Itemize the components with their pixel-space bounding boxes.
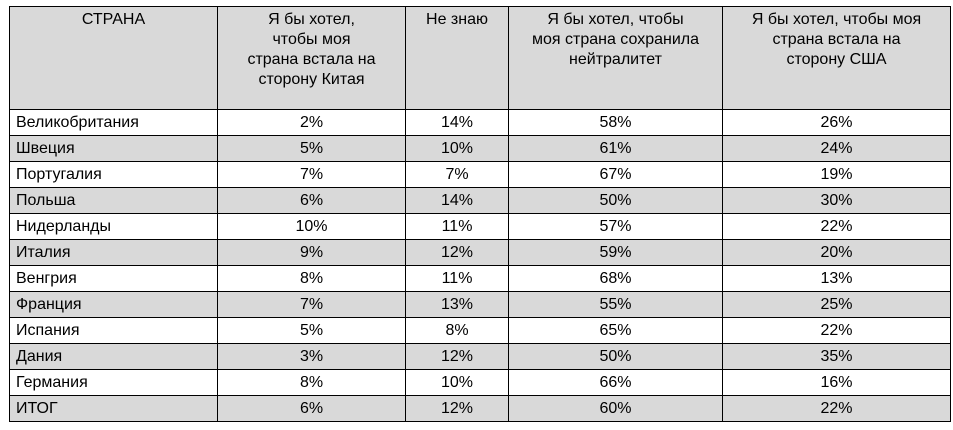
usa-cell: 20% — [722, 239, 951, 266]
table-row: Венгрия 8% 11% 68% 13% — [9, 265, 951, 292]
neutral-cell: 57% — [508, 213, 723, 240]
neutral-cell: 50% — [508, 343, 723, 370]
china-cell: 3% — [217, 343, 406, 370]
dont-know-cell: 10% — [405, 135, 509, 162]
dont-know-cell: 14% — [405, 109, 509, 136]
usa-cell: 24% — [722, 135, 951, 162]
header-stay-neutral: Я бы хотел, чтобы моя страна сохранила н… — [508, 6, 723, 110]
country-cell: Франция — [9, 291, 218, 318]
dont-know-cell: 8% — [405, 317, 509, 344]
dont-know-cell: 14% — [405, 187, 509, 214]
china-cell: 6% — [217, 395, 406, 422]
dont-know-cell: 11% — [405, 213, 509, 240]
usa-cell: 22% — [722, 317, 951, 344]
table-row: Великобритания 2% 14% 58% 26% — [9, 109, 951, 136]
china-cell: 5% — [217, 317, 406, 344]
usa-cell: 16% — [722, 369, 951, 396]
country-cell: ИТОГ — [9, 395, 218, 422]
china-cell: 8% — [217, 265, 406, 292]
neutral-cell: 61% — [508, 135, 723, 162]
neutral-cell: 67% — [508, 161, 723, 188]
country-cell: Великобритания — [9, 109, 218, 136]
table-row: Швеция 5% 10% 61% 24% — [9, 135, 951, 162]
usa-cell: 26% — [722, 109, 951, 136]
country-cell: Германия — [9, 369, 218, 396]
dont-know-cell: 12% — [405, 239, 509, 266]
china-cell: 6% — [217, 187, 406, 214]
header-row: СТРАНА Я бы хотел, чтобы моя страна вста… — [9, 6, 951, 110]
dont-know-cell: 12% — [405, 395, 509, 422]
china-cell: 2% — [217, 109, 406, 136]
dont-know-cell: 7% — [405, 161, 509, 188]
china-cell: 7% — [217, 291, 406, 318]
table-row: Нидерланды 10% 11% 57% 22% — [9, 213, 951, 240]
survey-table: СТРАНА Я бы хотел, чтобы моя страна вста… — [9, 6, 951, 422]
country-cell: Польша — [9, 187, 218, 214]
neutral-cell: 60% — [508, 395, 723, 422]
usa-cell: 13% — [722, 265, 951, 292]
table-row: Италия 9% 12% 59% 20% — [9, 239, 951, 266]
header-country: СТРАНА — [9, 6, 218, 110]
table-row: Франция 7% 13% 55% 25% — [9, 291, 951, 318]
total-row: ИТОГ 6% 12% 60% 22% — [9, 395, 951, 422]
header-dont-know: Не знаю — [405, 6, 509, 110]
country-cell: Италия — [9, 239, 218, 266]
neutral-cell: 50% — [508, 187, 723, 214]
usa-cell: 22% — [722, 213, 951, 240]
country-cell: Нидерланды — [9, 213, 218, 240]
country-cell: Дания — [9, 343, 218, 370]
table-row: Германия 8% 10% 66% 16% — [9, 369, 951, 396]
china-cell: 9% — [217, 239, 406, 266]
table-row: Португалия 7% 7% 67% 19% — [9, 161, 951, 188]
country-cell: Испания — [9, 317, 218, 344]
dont-know-cell: 13% — [405, 291, 509, 318]
dont-know-cell: 11% — [405, 265, 509, 292]
usa-cell: 25% — [722, 291, 951, 318]
neutral-cell: 55% — [508, 291, 723, 318]
table-row: Польша 6% 14% 50% 30% — [9, 187, 951, 214]
table-row: Дания 3% 12% 50% 35% — [9, 343, 951, 370]
table-row: Испания 5% 8% 65% 22% — [9, 317, 951, 344]
country-cell: Португалия — [9, 161, 218, 188]
neutral-cell: 65% — [508, 317, 723, 344]
china-cell: 5% — [217, 135, 406, 162]
dont-know-cell: 12% — [405, 343, 509, 370]
neutral-cell: 58% — [508, 109, 723, 136]
usa-cell: 35% — [722, 343, 951, 370]
neutral-cell: 68% — [508, 265, 723, 292]
china-cell: 7% — [217, 161, 406, 188]
header-side-with-usa: Я бы хотел, чтобы моя страна встала на с… — [722, 6, 951, 110]
usa-cell: 30% — [722, 187, 951, 214]
country-cell: Венгрия — [9, 265, 218, 292]
usa-cell: 22% — [722, 395, 951, 422]
neutral-cell: 66% — [508, 369, 723, 396]
usa-cell: 19% — [722, 161, 951, 188]
china-cell: 10% — [217, 213, 406, 240]
dont-know-cell: 10% — [405, 369, 509, 396]
china-cell: 8% — [217, 369, 406, 396]
neutral-cell: 59% — [508, 239, 723, 266]
header-side-with-china: Я бы хотел, чтобы моя страна встала на с… — [217, 6, 406, 110]
country-cell: Швеция — [9, 135, 218, 162]
